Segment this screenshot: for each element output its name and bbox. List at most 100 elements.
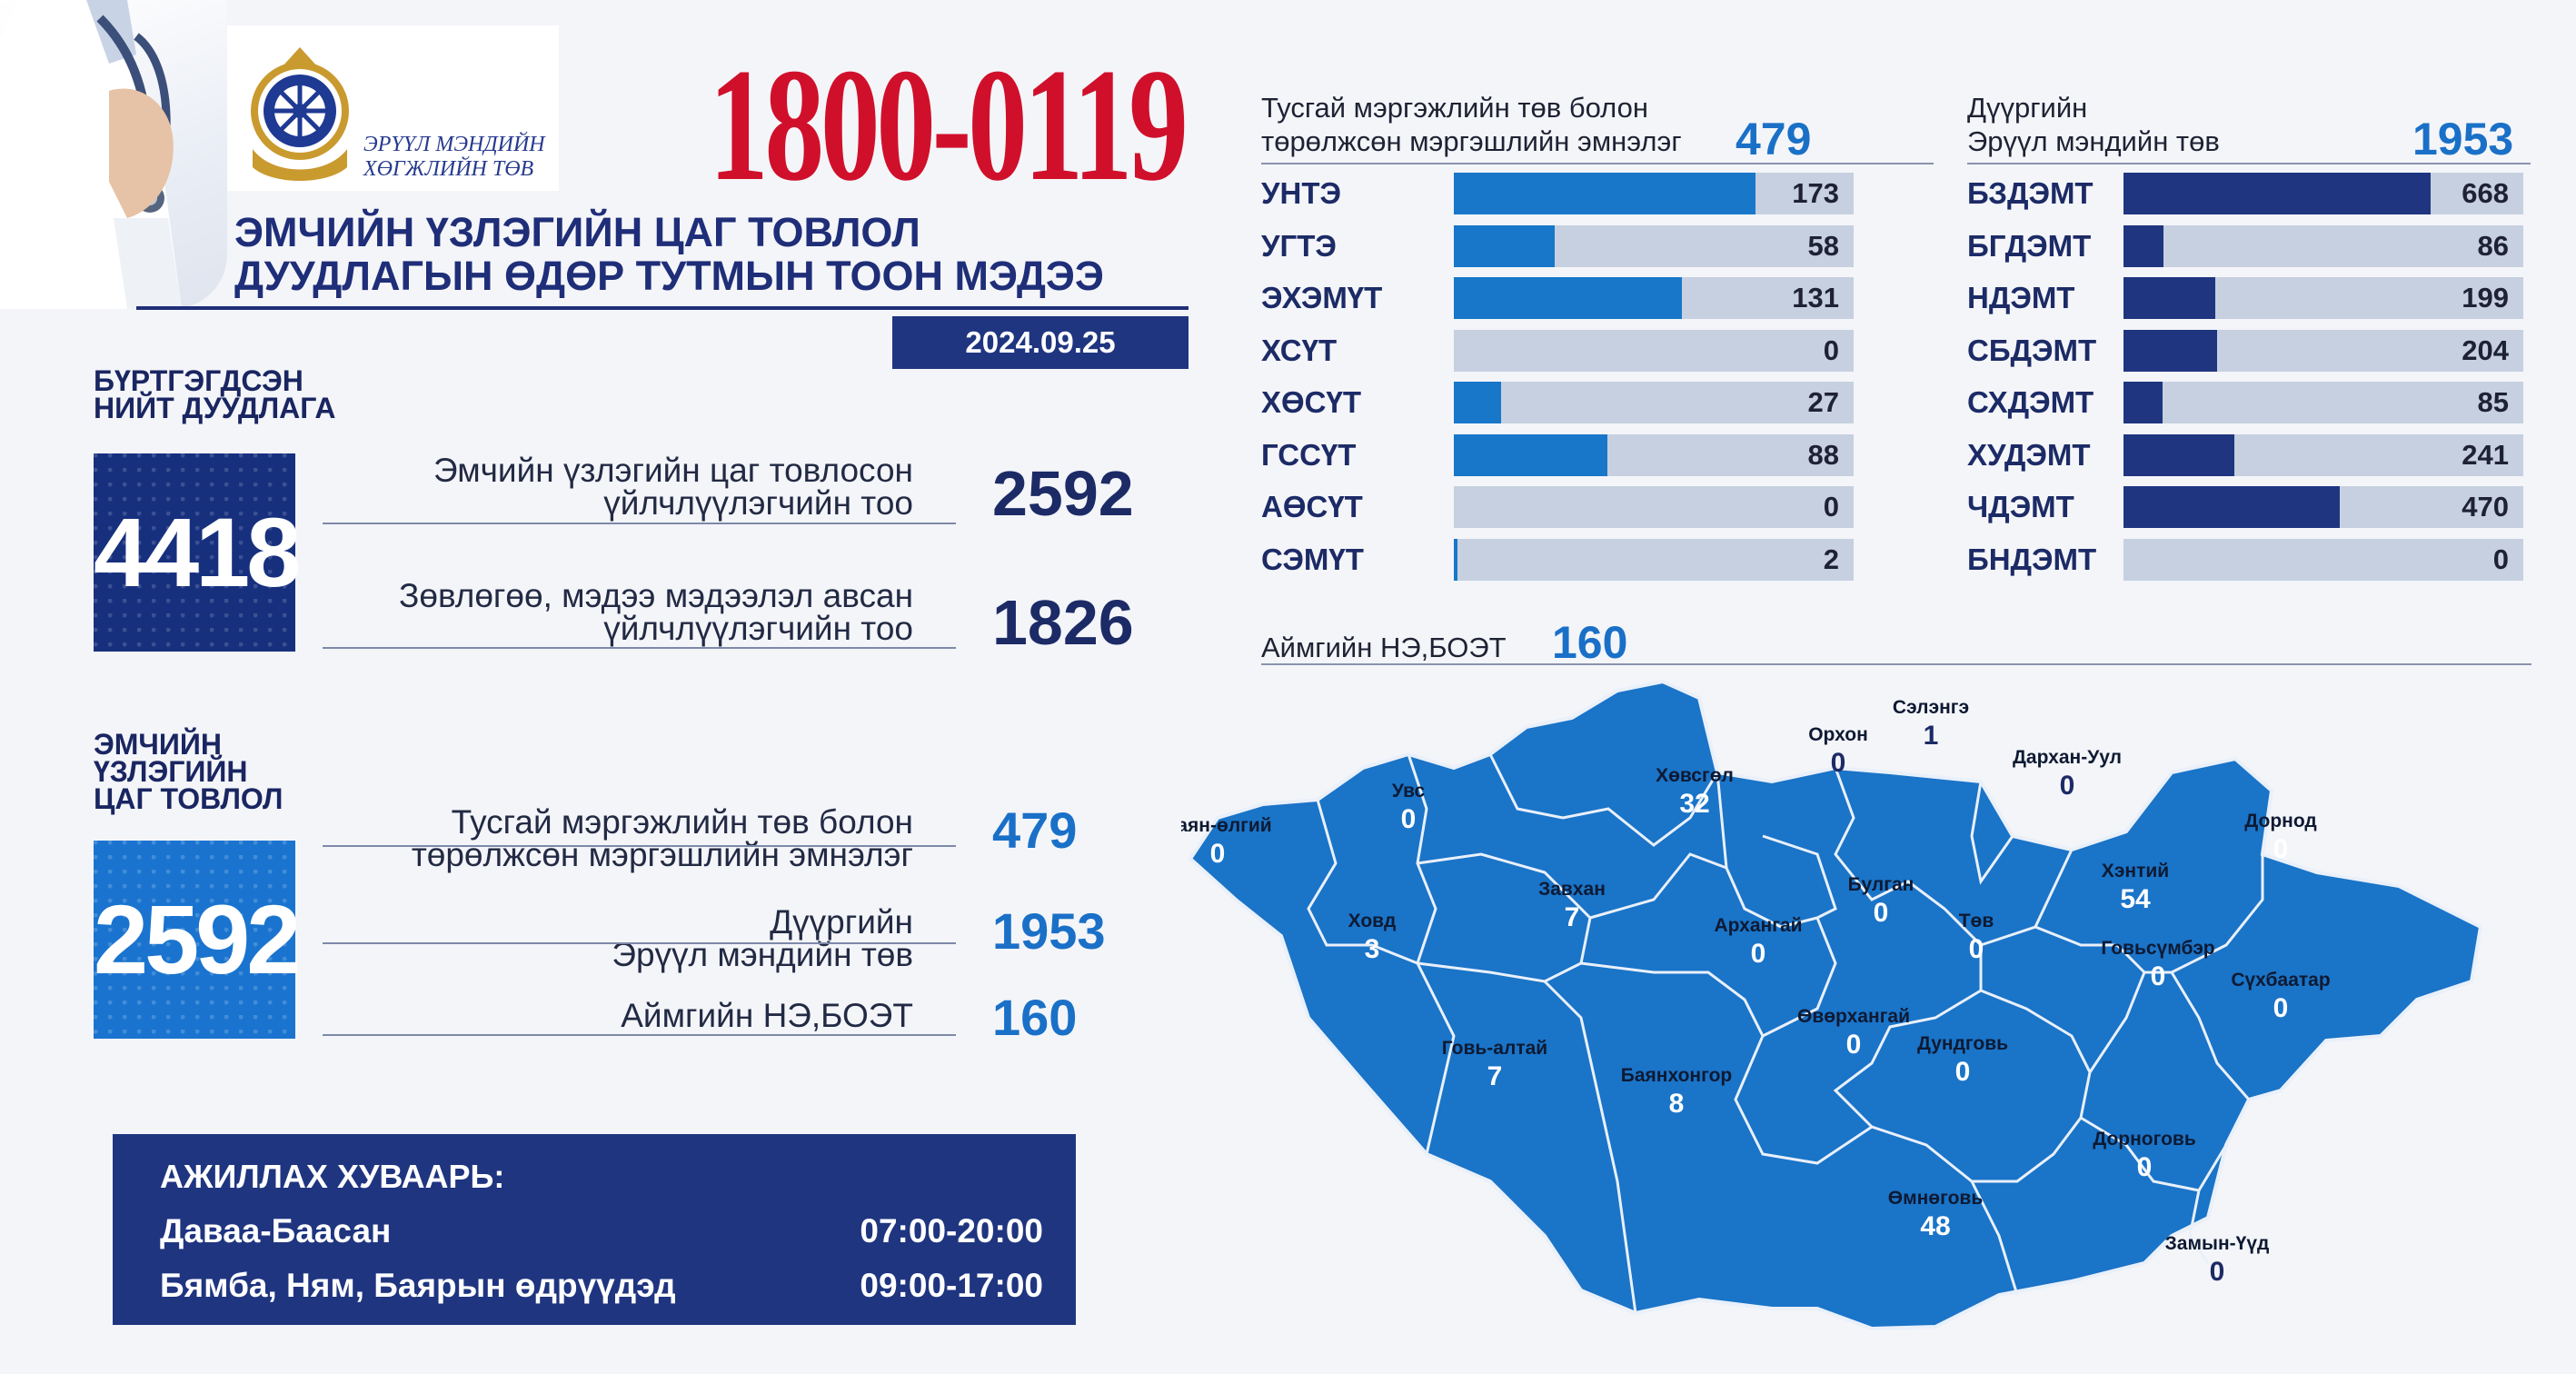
province-value-18: 0 [1955, 1057, 1971, 1087]
district-group-title: Дүүргийн Эрүүл мэндийн төв [1967, 91, 2220, 158]
bar-value-1-2: 199 [2462, 282, 2509, 314]
appointments-label-line3: ЦАГ ТОВЛОЛ [94, 782, 283, 815]
bar-label-0-3: ХСҮТ [1261, 333, 1338, 367]
bar-value-1-1: 86 [2477, 229, 2509, 262]
specialized-centers-label-line1: Тусгай мэргэжлийн төв болон [451, 803, 913, 841]
province-value-21: 0 [2210, 1257, 2225, 1287]
bar-0-4 [1454, 382, 1501, 423]
province-value-7: 0 [2060, 771, 2075, 801]
province-name-4: Хөвсгөл [1656, 765, 1734, 786]
province-name-8: Булган [1848, 874, 1915, 895]
bar-label-0-5: ГССҮТ [1261, 437, 1357, 472]
advice-clients-value: 1826 [992, 587, 1134, 658]
booked-clients-rule [323, 523, 956, 524]
bar-track-0-1: 58 [1454, 224, 1854, 267]
province-borders [1307, 753, 2264, 1314]
bar-0-0 [1454, 173, 1755, 214]
advice-clients-label-line2: үйлчлүүлэгчийн тоо [603, 610, 913, 647]
bar-track-0-4: 27 [1454, 382, 1854, 423]
org-emblem-icon [236, 40, 363, 185]
registered-calls-label: БҮРТГЭГДСЭН НИЙТ ДУУДЛАГА [94, 364, 384, 424]
province-value-3: 7 [1565, 902, 1580, 932]
province-name-13: Говьсүмбэр [2101, 938, 2214, 959]
province-name-11: Хэнтий [2102, 861, 2169, 881]
bar-label-0-2: ЭХЭМҮТ [1261, 281, 1383, 314]
booked-clients-label-line2: үйлчлүүлэгчийн тоо [603, 484, 913, 522]
bar-track-1-3: 204 [2123, 329, 2523, 372]
bar-label-1-5: ХУДЭМТ [1967, 437, 2091, 472]
org-name-line1: ЭРҮҮЛ МЭНДИЙН [363, 133, 545, 156]
appointments-label: ЭМЧИЙН ҮЗЛЭГИЙН ЦАГ ТОВЛОЛ [94, 728, 384, 815]
advice-clients-rule [323, 647, 956, 649]
org-name: ЭРҮҮЛ МЭНДИЙН ХӨГЖЛИЙН ТӨВ [363, 133, 554, 182]
schedule-row-weekdays: Даваа-Баасан [160, 1212, 1032, 1250]
province-name-7: Дархан-Уул [2013, 747, 2122, 768]
bar-value-1-4: 85 [2477, 386, 2509, 418]
bar-track-1-5: 241 [2123, 433, 2523, 476]
province-value-12: 0 [2273, 834, 2289, 864]
page-title-line2: ДУУДЛАГЫН ӨДӨР ТУТМЫН ТООН МЭДЭЭ [234, 253, 1104, 299]
district-group-rule [1967, 163, 2531, 164]
bar-0-7 [1454, 538, 1457, 581]
province-name-15: Говь-алтай [1442, 1038, 1547, 1059]
bar-value-0-0: 173 [1792, 177, 1839, 209]
specialized-centers-label: Тусгай мэргэжлийн төв болон төрөлжсөн мэ… [323, 803, 913, 871]
bar-1-0 [2123, 173, 2431, 214]
work-schedule-title: АЖИЛЛАХ ХУВААРЬ: [160, 1158, 505, 1195]
province-value-14: 0 [2273, 993, 2289, 1023]
province-value-1: 0 [1401, 804, 1417, 834]
bar-track-1-1: 86 [2123, 224, 2523, 267]
specialized-centers-rule [323, 845, 956, 847]
bar-label-0-1: УГТЭ [1261, 228, 1337, 263]
bar-label-1-4: СХДЭМТ [1967, 385, 2094, 419]
registered-label-line2: НИЙТ ДУУДЛАГА [94, 392, 336, 424]
specialized-group-rule [1261, 163, 1934, 164]
specialized-bar-chart: УНТЭ 173 УГТЭ 58 ЭХЭМҮТ 131 ХСҮТ 0 ХӨСҮТ 27 ГССҮТ 8… [1261, 173, 1970, 591]
province-value-16: 8 [1669, 1089, 1685, 1119]
hotline-number: 1800-0119 [709, 35, 1189, 214]
bar-0-1 [1454, 224, 1556, 267]
page-title: ЭМЧИЙН ҮЗЛЭГИЙН ЦАГ ТОВЛОЛ ДУУДЛАГЫН ӨДӨ… [234, 211, 1234, 298]
bar-value-0-3: 0 [1823, 334, 1839, 366]
bar-track-1-4: 85 [2123, 382, 2523, 423]
district-group-title-line2: Эрүүл мэндийн төв [1967, 125, 2220, 157]
bar-track-0-0: 173 [1454, 173, 1854, 214]
work-schedule-panel: АЖИЛЛАХ ХУВААРЬ: Даваа-Баасан 07:00-20:0… [113, 1134, 1076, 1325]
appointments-label-line1: ЭМЧИЙН [94, 728, 223, 761]
province-map-total: 160 [1552, 617, 1628, 668]
registered-label-line1: БҮРТГЭГДСЭН [94, 364, 303, 397]
province-value-20: 48 [1920, 1211, 1950, 1241]
province-name-20: Өмнөговь [1888, 1188, 1984, 1209]
province-name-5: Орхон [1808, 724, 1868, 745]
bar-value-1-7: 0 [2492, 543, 2509, 575]
province-hospitals-rule [323, 1034, 956, 1036]
province-name-9: Архангай [1714, 915, 1802, 936]
province-name-18: Дундговь [1917, 1033, 2008, 1054]
schedule-days: Даваа-Баасан [160, 1212, 392, 1250]
bar-label-1-1: БГДЭМТ [1967, 228, 2092, 263]
province-value-13: 0 [2151, 961, 2166, 991]
report-date: 2024.09.25 [892, 316, 1189, 369]
bar-1-2 [2123, 277, 2215, 319]
district-group-total: 1953 [2412, 114, 2514, 164]
bar-1-4 [2123, 382, 2163, 423]
bar-track-1-7: 0 [2123, 538, 2523, 581]
bar-value-1-5: 241 [2462, 438, 2509, 471]
bar-track-0-6: 0 [1454, 486, 1854, 528]
advice-clients-label-line1: Зөвлөгөө, мэдээ мэдээлэл авсан [399, 577, 913, 614]
specialized-group-title: Тусгай мэргэжлийн төв болон төрөлжсөн мэ… [1261, 91, 1682, 158]
booked-clients-label: Эмчийн үзлэгийн цаг товлосон үйлчлүүлэгч… [323, 453, 913, 522]
bar-value-0-7: 2 [1823, 543, 1839, 575]
province-map-rule [1261, 663, 2531, 665]
bar-value-1-3: 204 [2462, 334, 2509, 366]
schedule-hours-weekdays: 07:00-20:00 [860, 1212, 1043, 1250]
registered-total-tile: 4418 [94, 453, 301, 652]
province-value-19: 0 [2137, 1152, 2153, 1182]
province-hospitals-label: Аймгийн НЭ,БОЭТ [621, 997, 913, 1034]
bar-track-0-7: 2 [1454, 538, 1854, 581]
specialized-group-title-line1: Тусгай мэргэжлийн төв болон [1261, 92, 1648, 124]
province-value-6: 1 [1924, 721, 1939, 751]
bar-label-0-4: ХӨСҮТ [1261, 385, 1362, 419]
bar-label-0-0: УНТЭ [1261, 176, 1341, 210]
appointments-total-tile: 2592 [94, 841, 301, 1039]
